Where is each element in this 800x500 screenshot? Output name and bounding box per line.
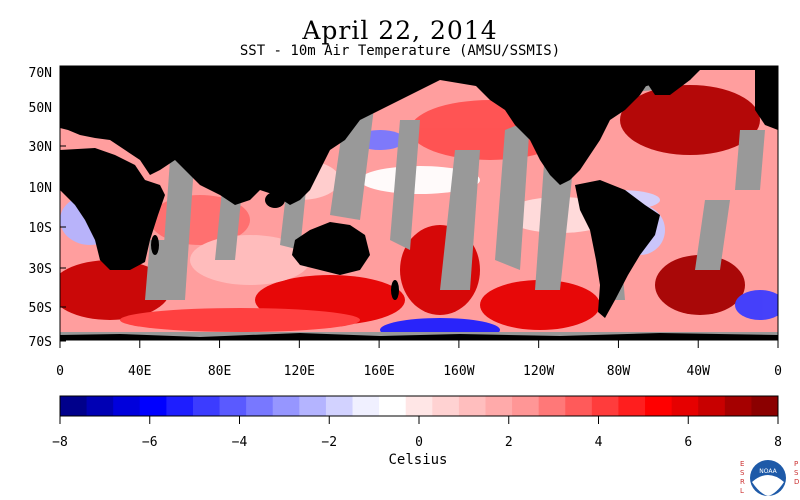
- colorbar-cell: [139, 396, 167, 416]
- map-title: April 22, 2014: [302, 16, 498, 45]
- colorbar-cell: [512, 396, 540, 416]
- colorbar-cell: [432, 396, 460, 416]
- noaa-badge-text: NOAA: [759, 468, 777, 475]
- lon-label: 160E: [363, 364, 394, 379]
- colorbar-cell: [618, 396, 646, 416]
- lon-label: 40W: [686, 364, 710, 379]
- colorbar-cell: [272, 396, 300, 416]
- lat-label: 10S: [29, 221, 52, 236]
- colorbar-cell: [352, 396, 380, 416]
- lat-label: 50N: [29, 101, 52, 116]
- colorbar-cell: [325, 396, 354, 416]
- south-america: [575, 180, 660, 318]
- longitude-labels: 0 40E 80E 120E 160E 160W 120W 80W 40W 0: [56, 340, 782, 379]
- colorbar-cell: [645, 396, 673, 416]
- north-america: [470, 66, 650, 185]
- lat-label: 30N: [29, 140, 52, 155]
- colorbar-cell: [485, 396, 513, 416]
- antarctica: [60, 333, 778, 340]
- lat-label: 70S: [29, 335, 52, 350]
- colorbar-cell: [246, 396, 274, 416]
- colorbar-cell: [86, 396, 114, 416]
- colorbar-cell: [724, 396, 752, 416]
- colorbar-tick-label: −4: [232, 435, 248, 450]
- colorbar-tick-label: 6: [684, 435, 692, 450]
- lon-label: 120W: [523, 364, 554, 379]
- colorbar-cell: [538, 396, 566, 416]
- colorbar-cell: [299, 396, 327, 416]
- colorbar-tick-label: −2: [321, 435, 337, 450]
- borneo: [265, 192, 285, 208]
- colorbar-cell: [405, 396, 433, 416]
- lon-label: 0: [774, 364, 782, 379]
- lon-label: 40E: [128, 364, 151, 379]
- australia: [292, 222, 370, 275]
- greenland: [640, 66, 700, 95]
- madagascar: [151, 235, 159, 255]
- colorbar-cell: [698, 396, 726, 416]
- europe-east-edge: [755, 66, 778, 130]
- lon-label: 0: [56, 364, 64, 379]
- colorbar-tick-label: 2: [505, 435, 513, 450]
- colorbar-cell: [113, 396, 141, 416]
- colorbar-tick-label: 0: [415, 435, 423, 450]
- colorbar-cells: [60, 396, 779, 416]
- sst-anomaly-map: 70N 50N 30N 10N 10S 30S 50S 70S 0 40E 80E 120E 160E…: [29, 65, 782, 379]
- colorbar-cell: [60, 396, 88, 416]
- lat-label: 70N: [29, 66, 52, 81]
- colorbar-tick-label: 4: [595, 435, 603, 450]
- colorbar-cell: [219, 396, 247, 416]
- colorbar-cell: [166, 396, 194, 416]
- uk: [70, 90, 80, 106]
- lon-label: 160W: [443, 364, 474, 379]
- lon-label: 80E: [208, 364, 231, 379]
- lat-label: 50S: [29, 301, 52, 316]
- colorbar-cell: [591, 396, 619, 416]
- colorbar-cell: [379, 396, 407, 416]
- colorbar-tick-label: −8: [52, 435, 68, 450]
- colorbar-cell: [565, 396, 593, 416]
- new-zealand: [391, 280, 399, 300]
- colorbar-tick-label: 8: [774, 435, 782, 450]
- colorbar-units-label: Celsius: [388, 452, 448, 468]
- lat-label: 10N: [29, 181, 52, 196]
- africa: [60, 148, 165, 270]
- colorbar-cell: [671, 396, 699, 416]
- colorbar-cell: [458, 396, 486, 416]
- lat-label: 30S: [29, 262, 52, 277]
- colorbar-ticks: −8 −6 −4 −2 0 2 4 6 8: [52, 416, 782, 450]
- map-subtitle: SST - 10m Air Temperature (AMSU/SSMIS): [239, 43, 561, 59]
- land-masses: [60, 66, 778, 340]
- colorbar-tick-label: −6: [142, 435, 158, 450]
- color-legend: −8 −6 −4 −2 0 2 4 6 8: [52, 395, 782, 450]
- map-frame: [59, 65, 779, 341]
- japan: [316, 111, 324, 139]
- lon-label: 120E: [284, 364, 315, 379]
- colorbar-cell: [751, 396, 779, 416]
- latitude-labels: 70N 50N 30N 10N 10S 30S 50S 70S: [29, 66, 66, 350]
- colorbar-cell: [192, 396, 221, 416]
- lon-label: 80W: [607, 364, 631, 379]
